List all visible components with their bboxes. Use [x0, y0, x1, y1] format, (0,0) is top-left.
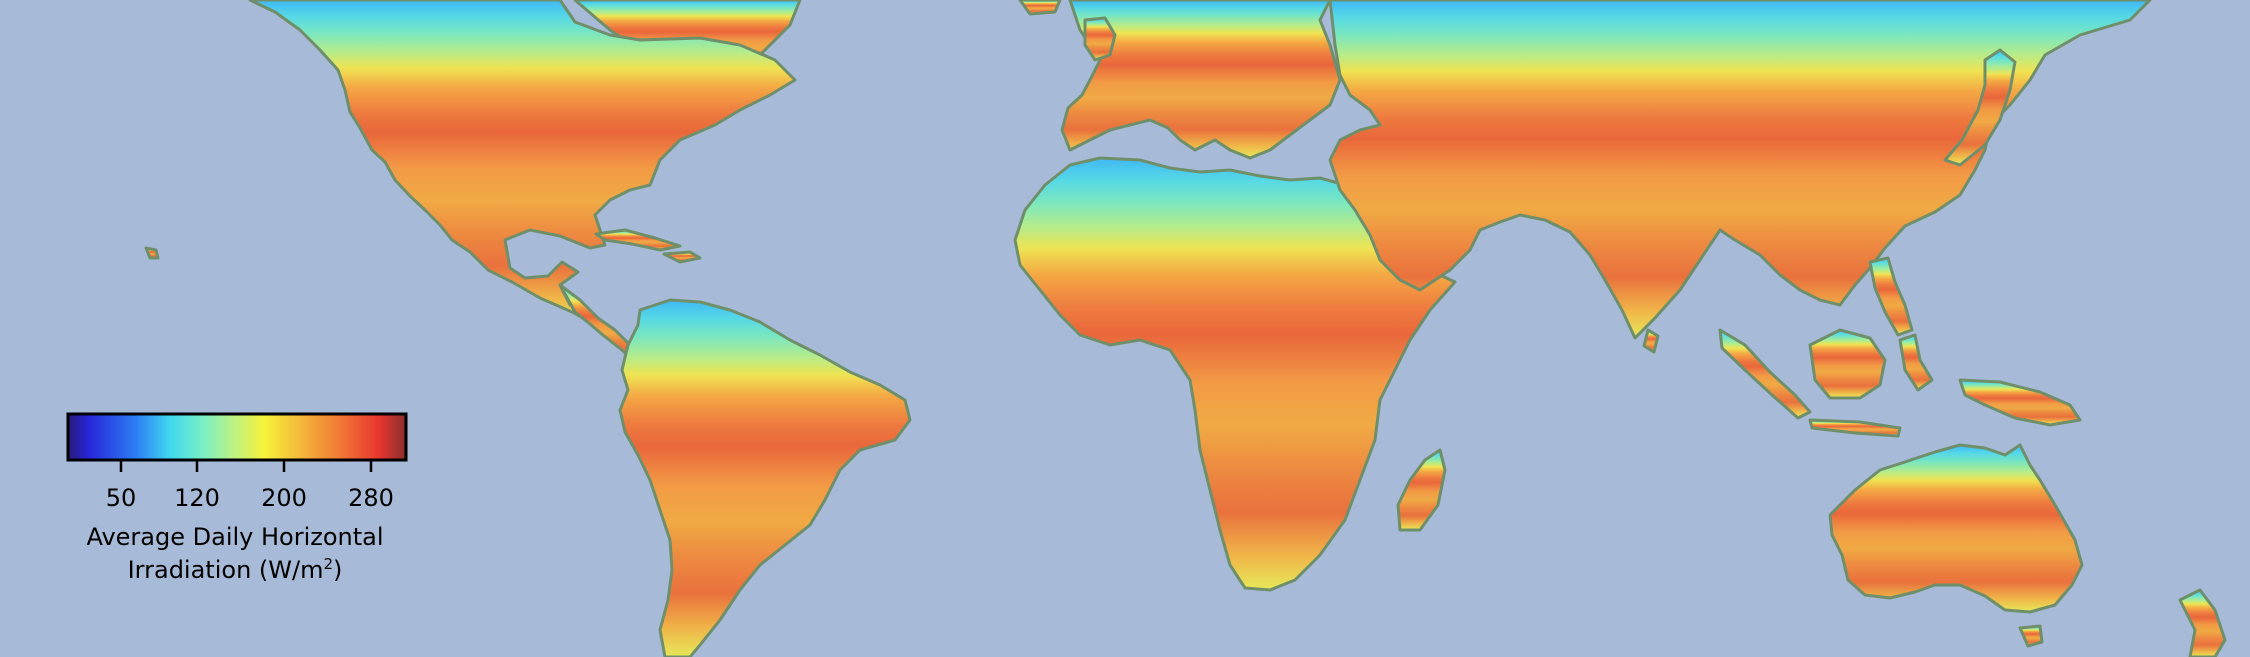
legend-title-line2-suffix: ): [333, 556, 343, 584]
land-philippines: [1868, 256, 1914, 337]
land-europe: [1060, 0, 1342, 160]
legend-title-line2-superscript: 2: [323, 555, 334, 573]
land-south-america: [618, 298, 912, 657]
legend-title-line1: Average Daily Horizontal: [86, 523, 384, 551]
land-australia: [1828, 443, 2084, 614]
land-sri-lanka: [1642, 328, 1660, 354]
land-new-guinea: [1958, 378, 2082, 427]
land-sulawesi: [1898, 333, 1934, 392]
colorbar-tick-label-200: 200: [261, 484, 307, 512]
land-madagascar: [1396, 448, 1447, 532]
colorbar-tick-label-280: 280: [348, 484, 394, 512]
land-cuba: [594, 228, 682, 252]
land-borneo: [1808, 328, 1887, 400]
colorbar: [66, 412, 408, 462]
legend-title-line2-text: Irradiation (W/m: [127, 556, 324, 584]
colorbar-ticks: [119, 460, 373, 472]
land-hispaniola: [662, 250, 702, 264]
land-masses: [144, 0, 2227, 657]
colorbar-tick-label-120: 120: [174, 484, 220, 512]
land-north-america: [248, 0, 797, 326]
land-hawaii: [144, 246, 160, 260]
land-iceland: [1018, 0, 1062, 16]
land-africa: [1013, 156, 1457, 592]
land-tasmania: [2018, 624, 2044, 648]
land-japan: [1943, 48, 2017, 167]
land-sumatra: [1718, 328, 1812, 420]
legend-title-line2: Irradiation (W/m2): [62, 554, 408, 587]
land-uk: [1083, 16, 1117, 62]
land-java: [1808, 418, 1902, 438]
land-new-zealand: [2178, 588, 2227, 657]
colorbar-tick-label-50: 50: [105, 484, 137, 512]
land-asia: [1328, 0, 2152, 340]
